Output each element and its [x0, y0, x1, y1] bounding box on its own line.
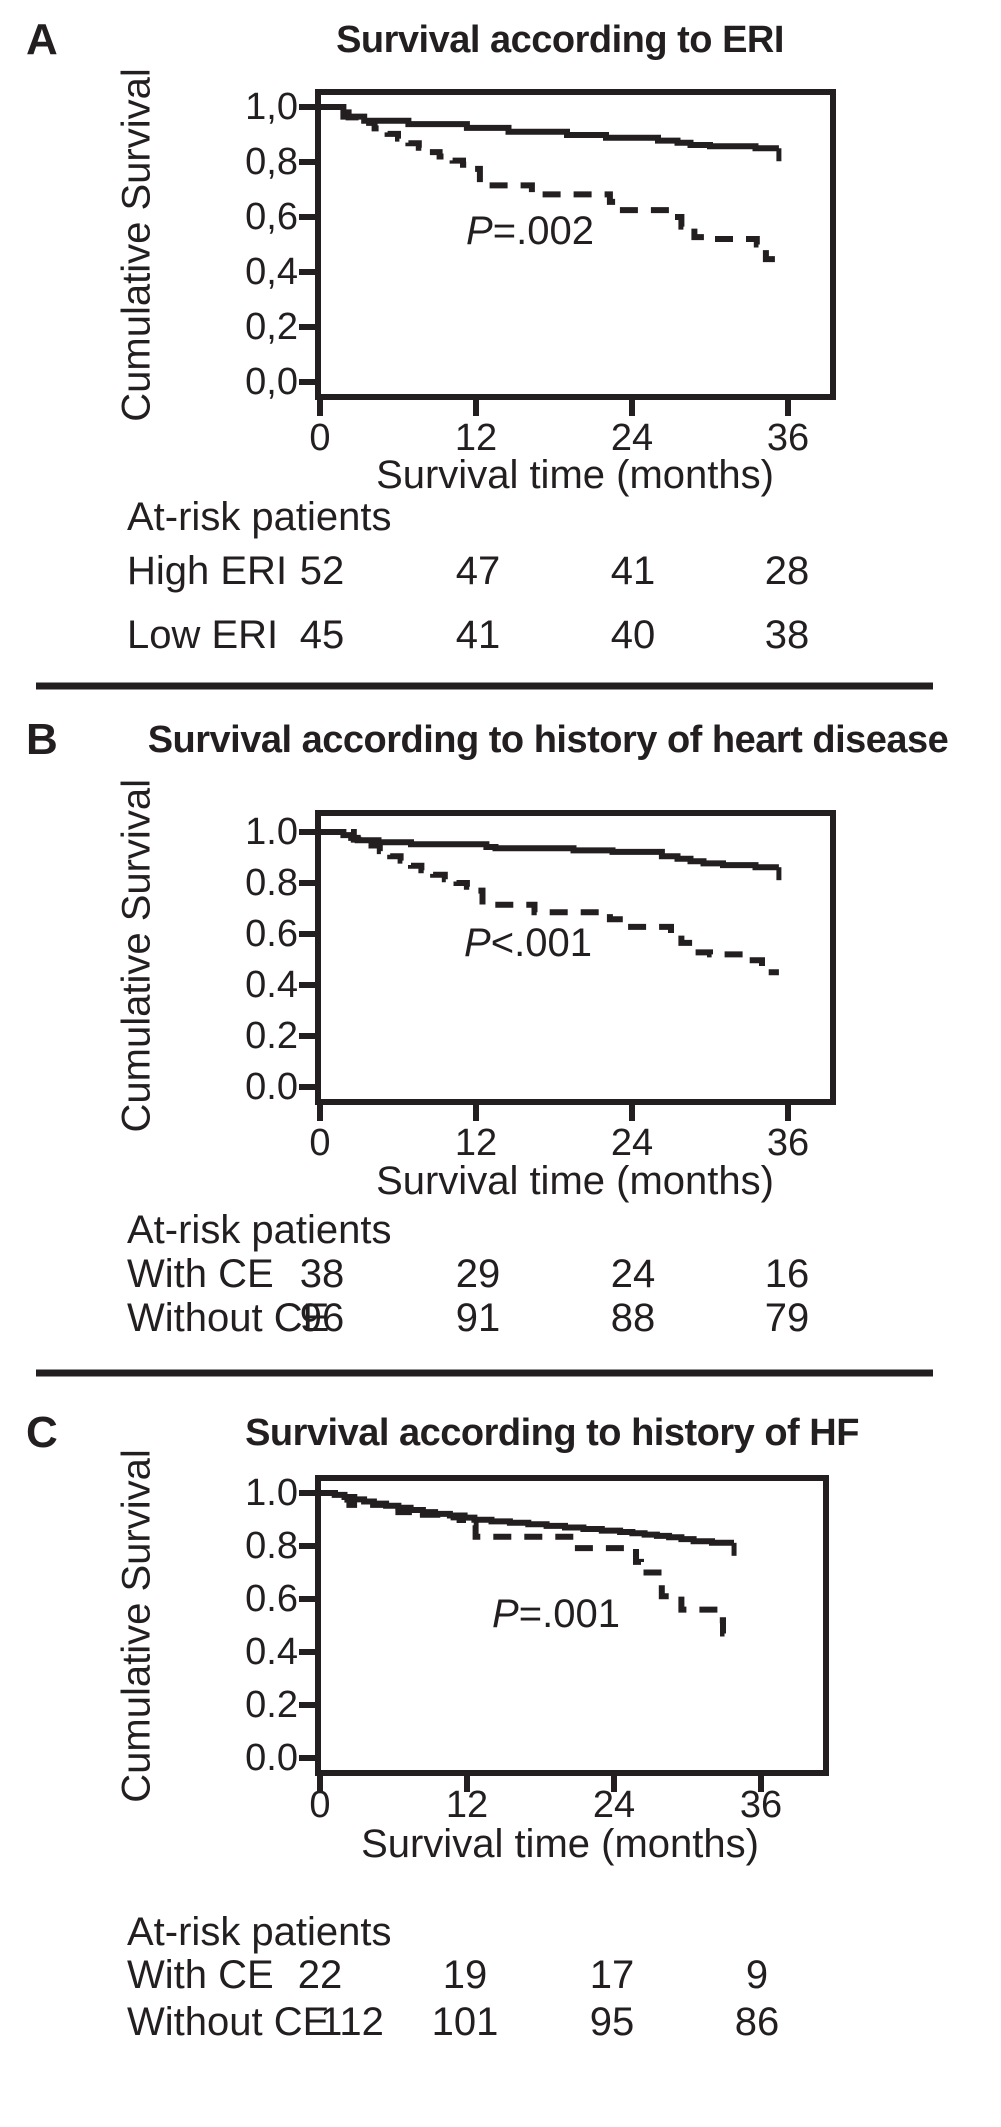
p-value-annotation: P=.001 — [386, 1589, 726, 1639]
x-axis-label: Survival time (months) — [376, 453, 774, 497]
x-tick-label: 24 — [610, 1122, 654, 1164]
at-risk-value: 28 — [764, 549, 810, 593]
at-risk-row-label: With CE — [127, 1252, 274, 1296]
x-tick-label: 0 — [309, 1122, 331, 1164]
p-text: =.002 — [492, 209, 594, 253]
y-tick-label: 0.8 — [245, 1525, 298, 1567]
p-value-annotation: P=.002 — [360, 206, 700, 256]
x-tick-label: 36 — [739, 1784, 783, 1826]
at-risk-value: 9 — [745, 1953, 769, 1997]
at-risk-value: 29 — [455, 1252, 501, 1296]
panel-title: Survival according to history of heart d… — [147, 719, 949, 761]
at-risk-value: 101 — [431, 2000, 499, 2044]
y-tick-label: 0,6 — [245, 196, 298, 238]
p-symbol: P — [464, 921, 491, 965]
at-risk-row-label: With CE — [127, 1953, 274, 1997]
y-tick-label: 0,4 — [245, 251, 298, 293]
y-tick-label: 1,0 — [245, 86, 298, 128]
x-tick-label: 36 — [766, 417, 810, 459]
at-risk-header: At-risk patients — [127, 495, 392, 539]
x-tick-label: 12 — [454, 1122, 498, 1164]
at-risk-value: 41 — [455, 613, 501, 657]
y-tick-label: 0.6 — [245, 1578, 298, 1620]
y-tick-label: 0.0 — [245, 1737, 298, 1779]
y-tick-label: 0.6 — [245, 913, 298, 955]
y-tick-label: 0.4 — [245, 964, 298, 1006]
p-symbol: P — [466, 209, 493, 253]
y-tick-label: 1.0 — [245, 811, 298, 853]
at-risk-value: 22 — [297, 1953, 343, 1997]
at-risk-value: 24 — [610, 1252, 656, 1296]
at-risk-value: 41 — [610, 549, 656, 593]
panel-letter: C — [26, 1408, 58, 1457]
at-risk-value: 38 — [764, 613, 810, 657]
y-tick-label: 0,2 — [245, 306, 298, 348]
at-risk-value: 38 — [299, 1252, 345, 1296]
p-text: =.001 — [518, 1592, 620, 1636]
at-risk-value: 17 — [589, 1953, 635, 1997]
panel-letter: A — [26, 15, 58, 64]
x-tick-label: 12 — [445, 1784, 489, 1826]
x-tick-label: 12 — [454, 417, 498, 459]
at-risk-row-label: High ERI — [127, 549, 288, 593]
x-tick-label: 36 — [766, 1122, 810, 1164]
panel-title: Survival according to ERI — [336, 19, 784, 61]
panel-title: Survival according to history of HF — [245, 1412, 859, 1454]
at-risk-value: 91 — [455, 1296, 501, 1340]
at-risk-value: 79 — [764, 1296, 810, 1340]
at-risk-value: 95 — [589, 2000, 635, 2044]
at-risk-value: 40 — [610, 613, 656, 657]
y-tick-label: 0.4 — [245, 1631, 298, 1673]
at-risk-value: 96 — [299, 1296, 345, 1340]
at-risk-value: 86 — [734, 2000, 780, 2044]
at-risk-row-label: Without CE — [127, 2000, 330, 2044]
y-tick-label: 0.2 — [245, 1684, 298, 1726]
at-risk-value: 45 — [299, 613, 345, 657]
p-value-annotation: P<.001 — [358, 918, 698, 968]
at-risk-value: 19 — [442, 1953, 488, 1997]
x-tick-label: 0 — [309, 417, 331, 459]
x-tick-label: 0 — [309, 1784, 331, 1826]
p-symbol: P — [492, 1592, 519, 1636]
y-tick-label: 0.2 — [245, 1015, 298, 1057]
x-axis-label: Survival time (months) — [361, 1822, 759, 1866]
x-tick-label: 24 — [610, 417, 654, 459]
at-risk-row-label: Low ERI — [127, 613, 279, 657]
y-tick-label: 0.0 — [245, 1066, 298, 1108]
at-risk-value: 88 — [610, 1296, 656, 1340]
at-risk-header: At-risk patients — [127, 1910, 392, 1954]
panel-letter: B — [26, 715, 58, 764]
y-tick-label: 1.0 — [245, 1472, 298, 1514]
at-risk-value: 112 — [320, 2000, 384, 2044]
x-axis-label: Survival time (months) — [376, 1159, 774, 1203]
y-tick-label: 0,0 — [245, 361, 298, 403]
p-text: <.001 — [490, 921, 592, 965]
at-risk-row-label: Without CE — [127, 1296, 330, 1340]
at-risk-value: 47 — [455, 549, 501, 593]
at-risk-value: 52 — [299, 549, 345, 593]
at-risk-value: 16 — [764, 1252, 810, 1296]
y-tick-label: 0,8 — [245, 141, 298, 183]
y-tick-label: 0.8 — [245, 862, 298, 904]
at-risk-header: At-risk patients — [127, 1208, 392, 1252]
x-tick-label: 24 — [592, 1784, 636, 1826]
